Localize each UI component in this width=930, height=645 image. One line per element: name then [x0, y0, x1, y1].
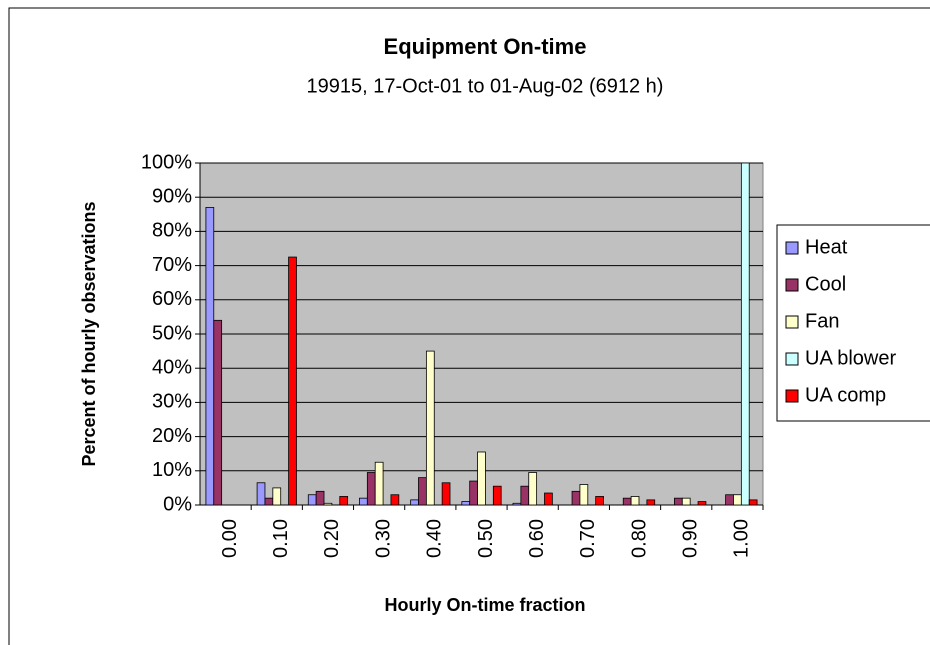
legend-label: UA comp — [805, 384, 886, 406]
x-tick-label: 0.70 — [577, 519, 599, 558]
y-tick-label: 80% — [152, 220, 192, 242]
chart-subtitle: 19915, 17-Oct-01 to 01-Aug-02 (6912 h) — [307, 75, 664, 97]
bar — [339, 496, 349, 506]
bar — [359, 497, 368, 506]
bar — [256, 482, 266, 506]
bar — [681, 497, 691, 506]
y-tick-label: 20% — [152, 425, 192, 447]
bar — [674, 497, 683, 506]
x-tick-label: 0.40 — [424, 519, 446, 558]
legend-box — [776, 224, 930, 422]
bar — [528, 472, 538, 506]
y-tick-label: 30% — [152, 391, 192, 413]
bar — [733, 494, 742, 506]
x-axis-label: Hourly On-time fraction — [384, 595, 585, 615]
bar — [697, 501, 707, 506]
y-tick-label: 50% — [152, 322, 192, 344]
bar — [544, 492, 553, 506]
x-tick-label: 0.10 — [270, 519, 292, 558]
y-tick-label: 70% — [152, 254, 192, 276]
y-tick-label: 10% — [152, 459, 192, 481]
legend-label: Fan — [805, 310, 839, 332]
bar — [441, 482, 451, 506]
x-tick-label: 0.90 — [680, 519, 702, 558]
bar — [366, 472, 376, 506]
bar — [646, 499, 656, 506]
bar — [461, 501, 471, 506]
bar — [307, 494, 317, 506]
bar — [272, 487, 282, 506]
bar — [205, 207, 215, 506]
chart-title: Equipment On-time — [384, 34, 587, 59]
legend-label: Cool — [805, 273, 846, 295]
bar — [390, 494, 400, 506]
y-tick-label: 40% — [152, 356, 192, 378]
bar — [725, 494, 734, 506]
legend-label: Heat — [805, 236, 848, 258]
bar — [748, 499, 758, 506]
legend-swatch — [785, 241, 799, 255]
y-axis-label: Percent of hourly observations — [79, 201, 99, 466]
bar — [418, 477, 427, 506]
bar — [477, 451, 486, 506]
bar — [315, 490, 325, 506]
bar — [630, 496, 640, 506]
y-tick-label: 60% — [152, 288, 192, 310]
bar — [469, 480, 478, 506]
bar — [492, 485, 502, 506]
x-tick-label: 0.20 — [321, 519, 343, 558]
y-tick-label: 90% — [152, 185, 192, 207]
x-tick-label: 0.00 — [219, 519, 241, 558]
bar — [425, 350, 435, 506]
bar — [579, 484, 589, 506]
y-tick-label: 100% — [141, 151, 192, 173]
bar — [264, 497, 274, 506]
bar — [520, 485, 530, 506]
bar — [595, 496, 604, 506]
bar — [571, 490, 581, 506]
bar — [512, 502, 522, 506]
y-tick-label: 0% — [163, 493, 192, 515]
legend-swatch — [785, 315, 799, 329]
x-tick-label: 0.30 — [372, 519, 394, 558]
bar — [213, 319, 223, 506]
bar — [622, 497, 632, 506]
legend-swatch — [785, 389, 799, 403]
legend-swatch — [785, 352, 799, 366]
bar — [410, 499, 419, 506]
legend-swatch — [785, 278, 799, 292]
bar — [740, 162, 750, 506]
x-tick-label: 0.60 — [526, 519, 548, 558]
bar — [288, 256, 297, 506]
x-tick-label: 0.50 — [475, 519, 497, 558]
legend-label: UA blower — [805, 347, 896, 369]
bar — [323, 502, 333, 506]
x-tick-label: 0.80 — [628, 519, 650, 558]
bar — [374, 461, 384, 506]
x-tick-label: 1.00 — [731, 519, 753, 558]
